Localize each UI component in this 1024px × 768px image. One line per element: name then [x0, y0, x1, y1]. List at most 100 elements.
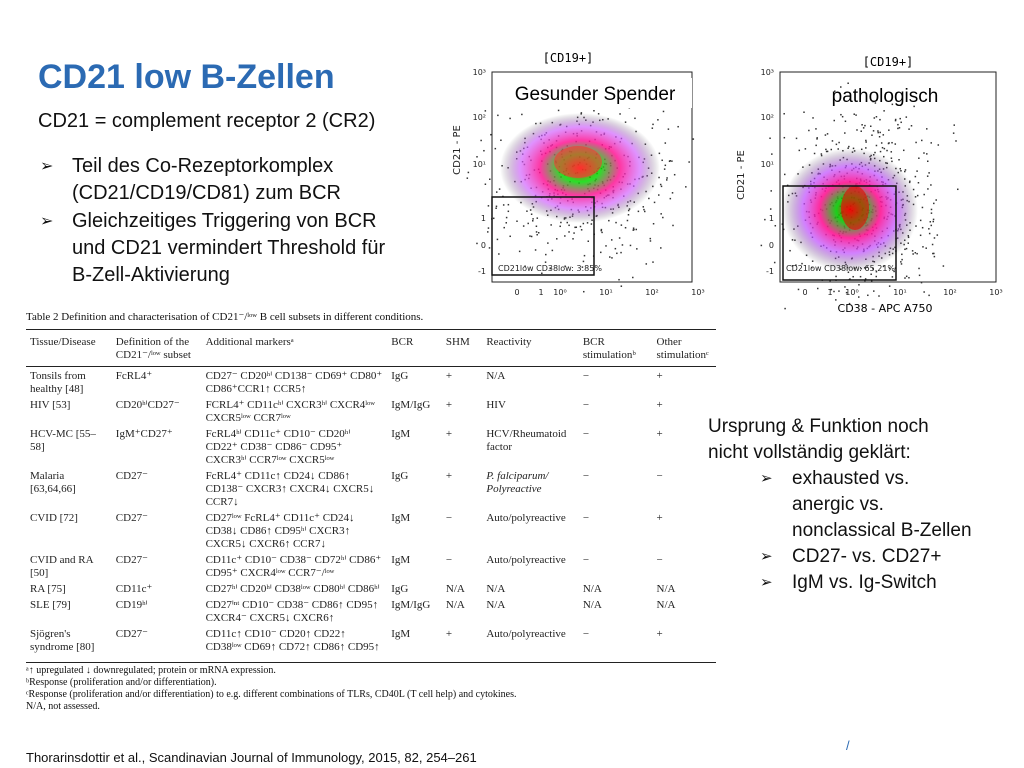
svg-text:10²: 10² [473, 113, 486, 122]
table-cell-markers: FcRL4ʰⁱ CD11c⁺ CD10⁻ CD20ʰⁱ CD22⁺ CD38⁻ … [205, 428, 351, 466]
table-row: Tonsils from healthy [48] FcRL4⁺ CD27⁻ CD2… [26, 367, 716, 397]
bullet-1: ➢ Teil des Co-Rezeptorkomplex (CD21/CD19… [40, 153, 341, 207]
table-row: SLE [79] CD19ʰⁱ CD27ⁱⁿᵗ CD10⁻ CD38⁻ CD86↑ … [26, 596, 716, 625]
plot-right-xlabel: CD38 - APC A750 [838, 302, 933, 315]
table-cell-definition: CD27⁻ [115, 554, 148, 566]
table-cell-other-stim: N/A [656, 583, 676, 595]
svg-text:10²: 10² [943, 288, 956, 297]
plot-left-header: [CD19+] [543, 51, 594, 65]
table-cell-definition: CD20ʰⁱCD27⁻ [115, 399, 180, 411]
table-cell-definition: CD11c⁺ [115, 583, 153, 595]
table-cell-bcr-stim: − [582, 554, 590, 566]
table-cell-bcr: IgM [391, 512, 411, 524]
table-row: HCV-MC [55–58] IgM⁺CD27⁺ FcRL4ʰⁱ CD11c⁺ CD… [26, 425, 716, 467]
svg-text:-1: -1 [766, 267, 774, 276]
table-figure: Table 2 Definition and characterisation … [26, 310, 716, 713]
subtitle: CD21 = complement receptor 2 (CR2) [38, 110, 376, 132]
side-intro-1: Ursprung & Funktion noch [708, 416, 929, 437]
table-cell-markers: FCRL4⁺ CD11cʰⁱ CXCR3ʰⁱ CXCR4ˡᵒʷ CXCR5ˡᵒʷ… [205, 399, 375, 424]
table-cell-tissue: Malaria [63,64,66] [30, 470, 76, 495]
table-cell-shm: + [445, 470, 453, 482]
plot-left: [CD19+] CD21low CD38low: 3.85% CD21 - PE… [452, 51, 705, 297]
table-row: Malaria [63,64,66] CD27⁻ FcRL4⁺ CD11c↑ CD2… [26, 467, 716, 509]
table-caption: Table 2 Definition and characterisation … [26, 310, 716, 330]
table-cell-reactivity: N/A [486, 370, 506, 382]
side-item-3: ➢ IgM vs. Ig-Switch [760, 570, 972, 596]
svg-text:10⁰: 10⁰ [553, 288, 566, 297]
arrow-bullet-icon: ➢ [760, 574, 773, 591]
plot-right-header: [CD19+] [863, 55, 914, 69]
table-footnotes: ᵃ↑ upregulated ↓ downregulated; protein … [26, 662, 716, 713]
arrow-bullet-icon: ➢ [760, 548, 773, 565]
table-cell-bcr-stim: − [582, 628, 590, 640]
table-cell-shm: − [445, 512, 453, 524]
bullet-2-line-1: Gleichzeitiges Triggering von BCR [72, 210, 377, 232]
table-cell-reactivity: N/A [486, 599, 506, 611]
side-item-1: ➢ exhausted vs. anergic vs. nonclassical… [760, 468, 972, 541]
table-cell-reactivity: N/A [486, 583, 506, 595]
bullet-2: ➢ Gleichzeitiges Triggering von BCR und … [40, 208, 385, 289]
table-cell-markers: CD27⁻ CD20ʰⁱ CD138⁻ CD69⁺ CD80⁺ CD86⁺CCR… [205, 370, 383, 395]
table-cell-markers: CD11c↑ CD10⁻ CD20↑ CD22↑ CD38ˡᵒʷ CD69↑ C… [205, 628, 380, 653]
table-cell-other-stim: + [656, 370, 663, 382]
table-cell-reactivity: Auto/polyreactive [486, 554, 566, 566]
bullet-1-line-1: Teil des Co-Rezeptorkomplex [72, 155, 334, 177]
table-cell-bcr: IgG [391, 470, 409, 482]
bullet-2-line-2: und CD21 vermindert Threshold für [72, 237, 386, 259]
svg-text:10¹: 10¹ [599, 288, 612, 297]
plot-right-label: pathologisch [832, 86, 939, 107]
table-cell-tissue: CVID [72] [30, 512, 78, 524]
svg-text:1: 1 [827, 288, 832, 297]
table-cell-other-stim: + [656, 399, 663, 411]
svg-text:-1: -1 [478, 267, 486, 276]
svg-text:10¹: 10¹ [473, 160, 486, 169]
table-cell-markers: CD27ⁱⁿᵗ CD10⁻ CD38⁻ CD86↑ CD95↑ CXCR4⁻ C… [205, 599, 379, 624]
svg-text:10¹: 10¹ [893, 288, 906, 297]
table-row: RA [75] CD11c⁺ CD27ʰⁱ CD20ʰⁱ CD38ˡᵒʷ CD80ʰ… [26, 580, 716, 596]
table-cell-definition: IgM⁺CD27⁺ [115, 428, 173, 440]
table-cell-tissue: RA [75] [30, 583, 66, 595]
table-cell-shm: N/A [445, 583, 465, 595]
table-cell-other-stim: − [656, 470, 663, 482]
svg-text:10²: 10² [645, 288, 658, 297]
gate-box-left [491, 196, 595, 276]
table-cell-bcr: IgM [391, 428, 411, 440]
table-cell-definition: CD27⁻ [115, 628, 148, 640]
table-cell-bcr-stim: N/A [582, 583, 602, 595]
table-cell-shm: N/A [445, 599, 465, 611]
table-cell-reactivity: Auto/polyreactive [486, 512, 566, 524]
table-cell-markers: CD11c⁺ CD10⁻ CD38⁻ CD72ʰⁱ CD86⁺ CD95⁺ CX… [205, 554, 382, 579]
table-row: HIV [53] CD20ʰⁱCD27⁻ FCRL4⁺ CD11cʰⁱ CXCR3ʰ… [26, 396, 716, 425]
side-item-2: ➢ CD27- vs. CD27+ [760, 544, 972, 570]
gate-text-right: CD21low CD38low: 65.21% [786, 264, 895, 273]
table-cell-reactivity: HIV [486, 399, 506, 411]
table-cell-reactivity: Auto/polyreactive [486, 628, 566, 640]
table-cell-bcr-stim: − [582, 370, 590, 382]
table-cell-bcr-stim: − [582, 428, 590, 440]
plot-left-label: Gesunder Spender [515, 84, 676, 105]
svg-text:1: 1 [481, 214, 486, 223]
table-cell-shm: + [445, 428, 453, 440]
table-cell-other-stim: N/A [656, 599, 676, 611]
bullet-2-line-3: B-Zell-Aktivierung [72, 264, 230, 286]
table-cell-bcr: IgM [391, 554, 411, 566]
gate-box-right [782, 185, 897, 281]
svg-text:10³: 10³ [761, 68, 774, 77]
page-mark: / [846, 738, 850, 753]
gate-text-left: CD21low CD38low: 3.85% [498, 264, 602, 273]
svg-text:10²: 10² [761, 113, 774, 122]
table-cell-shm: + [445, 399, 453, 411]
svg-text:0: 0 [481, 241, 486, 250]
table-cell-tissue: Sjögren's syndrome [80] [30, 628, 95, 653]
bullet-1-line-2: (CD21/CD19/CD81) zum BCR [72, 182, 341, 204]
table-cell-other-stim: + [656, 512, 663, 524]
svg-text:10¹: 10¹ [761, 160, 774, 169]
plot-right-ylabel: CD21 - PE [736, 150, 747, 200]
table-cell-definition: CD27⁻ [115, 512, 148, 524]
plot-right: [CD19+] CD21low CD38low: 65.21% CD21 - P… [736, 55, 1003, 315]
table-cell-reactivity: P. falciparum/ Polyreactive [486, 470, 549, 495]
table-row: CVID and RA [50] CD27⁻ CD11c⁺ CD10⁻ CD38⁻ … [26, 551, 716, 580]
table-cell-bcr: IgG [391, 583, 409, 595]
table-cell-tissue: HCV-MC [55–58] [30, 428, 96, 453]
table-cell-tissue: SLE [79] [30, 599, 71, 611]
